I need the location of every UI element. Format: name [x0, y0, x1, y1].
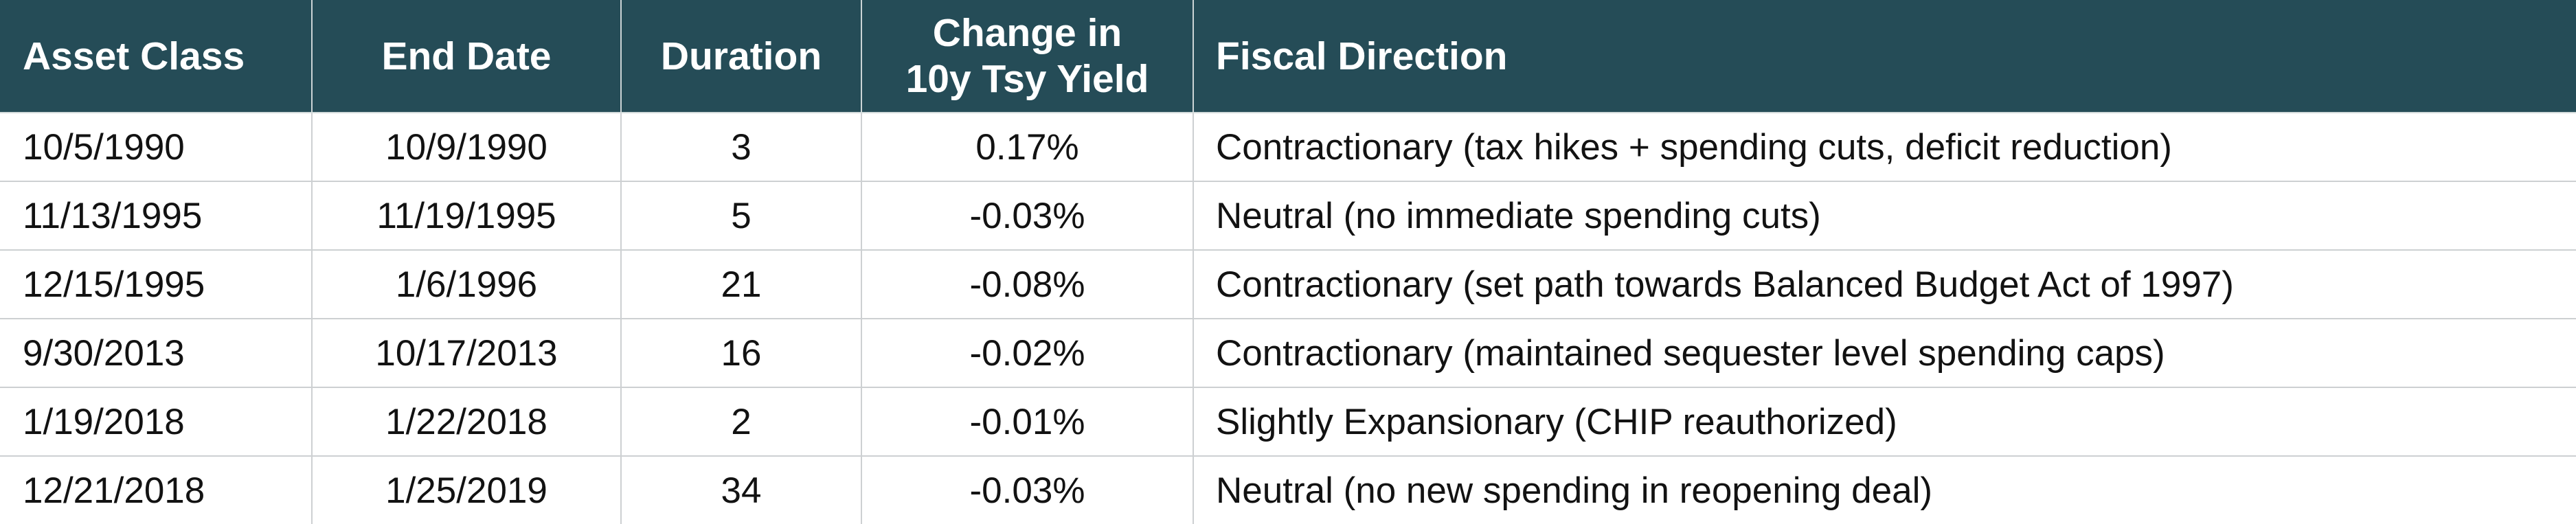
cell-end-date: 1/22/2018: [313, 388, 622, 455]
cell-duration: 21: [622, 251, 862, 318]
cell-end-date: 11/19/1995: [313, 182, 622, 249]
cell-fiscal-direction: Neutral (no new spending in reopening de…: [1216, 470, 1933, 511]
cell-fiscal-direction: Neutral (no immediate spending cuts): [1216, 195, 1821, 236]
cell-asset-class: 11/13/1995: [0, 182, 313, 249]
cell-yield-change: -0.02%: [862, 319, 1194, 387]
cell-end-date: 10/17/2013: [313, 319, 622, 387]
cell-duration: 34: [622, 457, 862, 524]
table-row: 9/30/2013 10/17/2013 16 -0.02% Contracti…: [0, 319, 2576, 388]
cell-duration: 16: [622, 319, 862, 387]
cell-asset-class: 9/30/2013: [0, 319, 313, 387]
table-row: 10/5/1990 10/9/1990 3 0.17% Contractiona…: [0, 113, 2576, 182]
cell-end-date: 1/25/2019: [313, 457, 622, 524]
table-row: 11/13/1995 11/19/1995 5 -0.03% Neutral (…: [0, 182, 2576, 251]
cell-end-date: 10/9/1990: [313, 113, 622, 181]
cell-asset-class: 10/5/1990: [0, 113, 313, 181]
header-cell-fiscal-direction: Fiscal Direction: [1216, 34, 1508, 78]
cell-duration: 2: [622, 388, 862, 455]
header-cell-yield-change: Change in 10y Tsy Yield: [862, 0, 1194, 112]
cell-duration: 3: [622, 113, 862, 181]
cell-fiscal-direction: Contractionary (maintained sequester lev…: [1216, 332, 2165, 374]
table-row: 1/19/2018 1/22/2018 2 -0.01% Slightly Ex…: [0, 388, 2576, 457]
cell-yield-change: -0.03%: [862, 457, 1194, 524]
cell-yield-change: 0.17%: [862, 113, 1194, 181]
cell-yield-change: -0.03%: [862, 182, 1194, 249]
table-row: 12/15/1995 1/6/1996 21 -0.08% Contractio…: [0, 251, 2576, 319]
table-header-row: Asset Class End Date Duration Change in …: [0, 0, 2576, 113]
header-cell-asset-class: Asset Class: [0, 0, 313, 112]
cell-fiscal-direction: Contractionary (set path towards Balance…: [1216, 264, 2234, 305]
cell-asset-class: 12/15/1995: [0, 251, 313, 318]
cell-end-date: 1/6/1996: [313, 251, 622, 318]
cell-yield-change: -0.08%: [862, 251, 1194, 318]
table-row: 12/21/2018 1/25/2019 34 -0.03% Neutral (…: [0, 457, 2576, 524]
cell-asset-class: 12/21/2018: [0, 457, 313, 524]
cell-yield-change: -0.01%: [862, 388, 1194, 455]
cell-asset-class: 1/19/2018: [0, 388, 313, 455]
cell-fiscal-direction: Slightly Expansionary (CHIP reauthorized…: [1216, 401, 1897, 442]
header-cell-duration: Duration: [622, 0, 862, 112]
cell-fiscal-direction: Contractionary (tax hikes + spending cut…: [1216, 126, 2172, 168]
header-cell-end-date: End Date: [313, 0, 622, 112]
cell-duration: 5: [622, 182, 862, 249]
